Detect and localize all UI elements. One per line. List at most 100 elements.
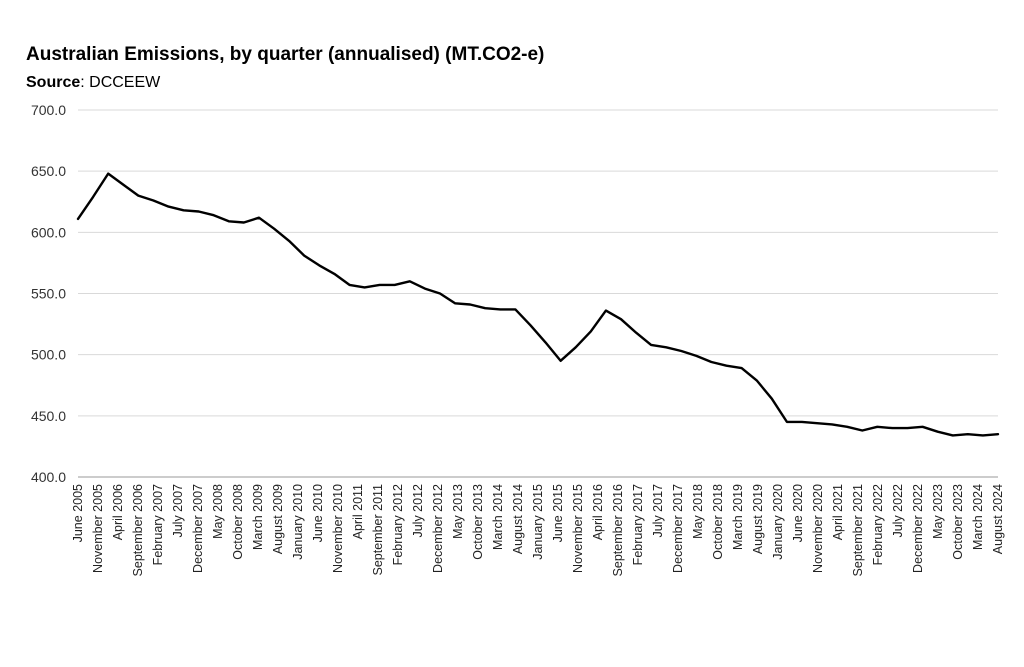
data-point [846,426,848,428]
y-axis-ticks: 400.0 450.0 500.0 550.0 600.0 650.0 700.0 [31,102,66,485]
x-tick-label: February 2007 [151,484,165,565]
data-point [590,330,592,333]
x-tick-label: November 2010 [331,484,345,573]
x-tick-label: January 2010 [291,484,305,560]
x-tick-label: February 2017 [631,484,645,565]
x-tick-label: December 2017 [671,484,685,573]
x-tick-label: April 2011 [351,484,365,539]
data-point [680,350,683,352]
y-tick-label: 500.0 [31,347,66,363]
data-point [725,364,728,367]
data-point [559,360,562,362]
x-tick-label: November 2005 [91,484,105,573]
data-point [469,303,471,306]
data-point [212,214,215,216]
y-tick-label: 450.0 [31,408,66,424]
data-point [665,346,667,349]
x-tick-label: June 2020 [791,484,805,542]
data-point [484,307,487,310]
x-tick-label: November 2020 [811,484,825,573]
data-point [499,308,502,311]
x-tick-label: April 2021 [831,484,845,540]
source-label: Source [26,74,81,91]
chart-title: Australian Emissions, by quarter (annual… [26,44,545,65]
x-tick-label: May 2018 [691,484,705,539]
data-point [967,433,969,436]
data-point [273,227,275,230]
x-tick-label: October 2023 [951,484,965,560]
data-point [409,280,411,283]
x-tick-label: December 2022 [911,484,925,573]
source-value: : DCCEEW [80,74,161,91]
data-point [288,240,290,242]
y-tick-label: 400.0 [31,469,66,485]
x-tick-label: May 2023 [931,484,945,539]
data-point [439,292,441,295]
x-tick-label: October 2013 [471,484,485,560]
x-tick-label: March 2009 [251,484,265,550]
x-tick-label: March 2014 [491,484,505,550]
data-point [137,194,140,197]
x-tick-label: July 2007 [171,484,185,538]
data-point [514,308,517,311]
data-point [936,430,939,433]
data-point [167,205,170,208]
data-point [529,324,532,327]
x-tick-label: June 2005 [71,484,85,542]
data-point [182,209,185,212]
data-point [122,183,124,186]
x-tick-label: August 2009 [271,484,285,554]
data-point [982,434,984,437]
data-point [393,284,396,286]
data-point [363,286,366,289]
data-point [348,284,351,286]
data-point [650,344,652,346]
data-point [740,367,743,369]
x-tick-label: March 2024 [971,484,985,550]
y-tick-label: 600.0 [31,224,66,240]
data-point [816,422,818,425]
x-tick-label: August 2014 [511,484,525,554]
data-point [921,426,924,428]
x-tick-label: October 2008 [231,484,245,560]
data-point [771,397,773,400]
data-point [197,210,200,213]
x-tick-label: July 2022 [891,484,905,538]
x-tick-label: May 2013 [451,484,465,539]
data-point [997,433,999,436]
data-point [454,302,456,305]
data-point [107,172,109,175]
y-tick-label: 650.0 [31,163,66,179]
y-tick-label: 550.0 [31,286,66,302]
x-axis-ticks: June 2005 November 2005 April 2006 Septembe… [71,484,1005,576]
gridlines [78,109,998,478]
data-point [92,196,94,198]
y-tick-label: 700.0 [31,102,66,118]
data-point [876,426,879,428]
x-tick-label: January 2015 [531,484,545,560]
x-tick-label: November 2015 [571,484,585,573]
data-point [952,434,954,437]
x-tick-label: October 2018 [711,484,725,560]
x-tick-label: December 2012 [431,484,445,573]
data-point [906,427,909,429]
x-tick-label: December 2007 [191,484,205,573]
data-point [861,429,864,432]
data-point [635,331,637,334]
x-tick-label: July 2012 [411,484,425,538]
data-point [801,421,803,423]
x-tick-label: March 2019 [731,484,745,550]
data-point [424,287,426,290]
data-point [786,421,788,423]
data-point [710,361,713,363]
x-tick-label: September 2011 [371,484,385,576]
x-tick-label: September 2021 [851,484,865,576]
data-point [77,218,79,220]
data-point [152,199,155,202]
x-tick-label: January 2020 [771,484,785,560]
chart-source: Source: DCCEEW [26,74,160,92]
x-tick-label: June 2015 [551,484,565,542]
data-point [755,379,758,382]
x-tick-label: May 2008 [211,484,225,539]
